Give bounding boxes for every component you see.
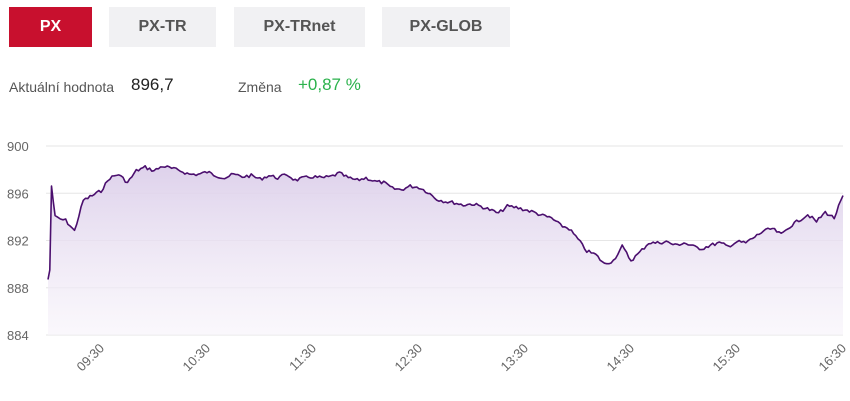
y-tick-label: 884 [7,328,29,343]
change-label: Změna [238,79,282,95]
x-tick-label: 13:30 [498,341,532,375]
y-tick-label: 888 [7,281,29,296]
px-intraday-chart: 900 896 892 888 884 09:30 10:30 11:30 12:30 13:3… [7,139,850,375]
y-tick-label: 900 [7,139,29,154]
y-tick-label: 892 [7,234,29,249]
tab-px-trnet[interactable]: PX-TRnet [234,7,365,47]
tab-px-glob[interactable]: PX-GLOB [382,7,510,47]
chart-area-fill [48,165,843,335]
x-tick-label: 12:30 [392,341,426,375]
current-value-label: Aktuální hodnota [9,79,115,95]
x-tick-label: 14:30 [604,341,638,375]
x-tick-label: 16:30 [816,341,850,375]
x-tick-label: 10:30 [180,341,214,375]
tab-px-tr[interactable]: PX-TR [109,7,216,47]
current-value: 896,7 [131,75,174,94]
x-axis-ticks: 09:30 10:30 11:30 12:30 13:30 14:30 15:30 16:30 [74,341,850,375]
chart-series-line [47,165,844,280]
change-value: +0,87 % [298,75,361,94]
x-tick-label: 11:30 [286,341,319,374]
y-axis-ticks: 900 896 892 888 884 [7,139,29,343]
y-tick-label: 896 [7,186,29,201]
x-tick-label: 09:30 [74,341,108,375]
x-tick-label: 15:30 [710,341,744,375]
tab-px[interactable]: PX [9,7,92,47]
